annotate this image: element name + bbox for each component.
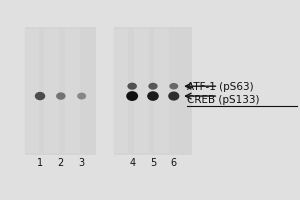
Ellipse shape: [56, 92, 66, 100]
Bar: [134, 29, 148, 153]
Bar: [24, 29, 38, 153]
Ellipse shape: [148, 83, 158, 90]
Text: 4: 4: [129, 158, 135, 168]
Ellipse shape: [126, 91, 138, 101]
Text: ATF-1 (pS63): ATF-1 (pS63): [187, 82, 254, 92]
Ellipse shape: [128, 83, 137, 90]
Bar: [114, 27, 192, 155]
Bar: [154, 29, 169, 153]
Bar: [65, 29, 80, 153]
Ellipse shape: [168, 91, 179, 101]
Text: CREB (pS133): CREB (pS133): [187, 95, 260, 105]
Text: 6: 6: [171, 158, 177, 168]
Ellipse shape: [147, 91, 159, 101]
Ellipse shape: [169, 83, 178, 89]
Ellipse shape: [77, 93, 86, 100]
Text: 2: 2: [58, 158, 64, 168]
Ellipse shape: [35, 92, 45, 100]
Text: 1: 1: [37, 158, 43, 168]
Bar: [44, 29, 59, 153]
Bar: [113, 29, 128, 153]
Text: 3: 3: [79, 158, 85, 168]
Bar: [25, 27, 97, 155]
Text: 5: 5: [150, 158, 156, 168]
